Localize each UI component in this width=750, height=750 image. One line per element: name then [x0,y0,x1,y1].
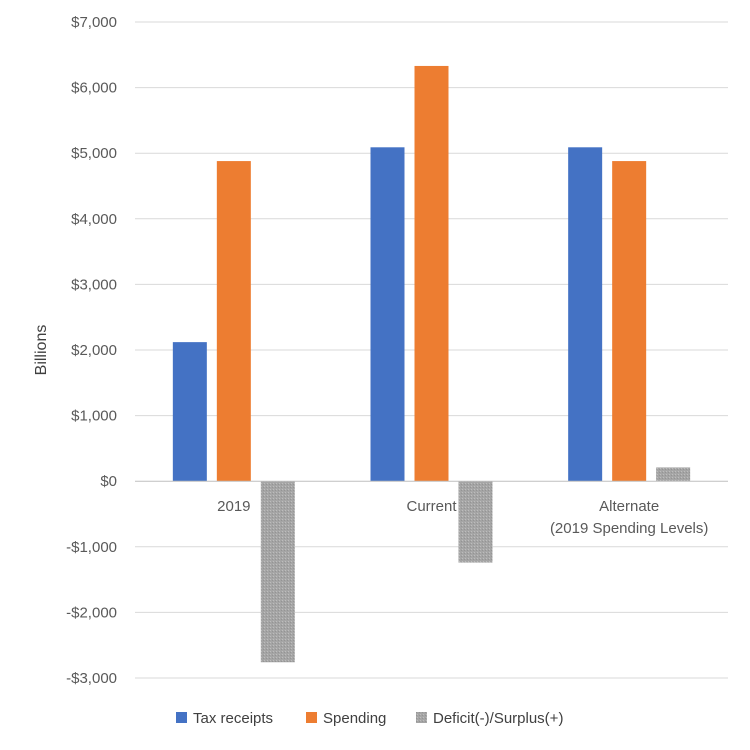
y-tick-label: $1,000 [71,408,117,425]
bar-deficit-surplus-2 [656,467,691,482]
y-tick-label: $6,000 [71,80,117,97]
y-tick-label: $7,000 [71,14,117,31]
y-tick-label: -$3,000 [66,670,117,687]
legend-swatch [306,712,317,723]
y-tick-label: $5,000 [71,145,117,162]
x-category-label: Current [406,498,457,515]
bar-tax-receipts-2 [568,147,603,482]
y-axis-tick-labels: $7,000 $6,000 $5,000 $4,000 $3,000 $2,000 $1,0… [66,14,117,687]
y-axis-label: Billions [33,325,50,376]
bar-spending-0 [216,161,251,482]
legend-label: Tax receipts [193,710,273,727]
bars [172,65,691,663]
bar-tax-receipts-1 [370,147,405,482]
y-tick-label: -$2,000 [66,604,117,621]
bar-deficit-surplus-0 [260,481,295,663]
bar-tax-receipts-0 [172,342,207,482]
legend-swatch [176,712,187,723]
x-axis-category-labels: 2019 Current Alternate (2019 Spending Level… [217,498,708,537]
x-category-label: (2019 Spending Levels) [550,520,708,537]
bar-deficit-surplus-1 [458,481,493,563]
y-tick-label: $2,000 [71,342,117,359]
bar-spending-1 [414,65,449,482]
x-category-label: 2019 [217,498,250,515]
legend: Tax receipts Spending Deficit(-)/Surplus(+… [176,710,563,727]
legend-swatch [416,712,427,723]
legend-label: Deficit(-)/Surplus(+) [433,710,563,727]
x-category-label: Alternate [599,498,659,515]
y-tick-label: $0 [100,473,117,490]
y-tick-label: $4,000 [71,211,117,228]
legend-label: Spending [323,710,386,727]
bar-spending-2 [612,161,647,482]
y-tick-label: -$1,000 [66,539,117,556]
y-tick-label: $3,000 [71,276,117,293]
